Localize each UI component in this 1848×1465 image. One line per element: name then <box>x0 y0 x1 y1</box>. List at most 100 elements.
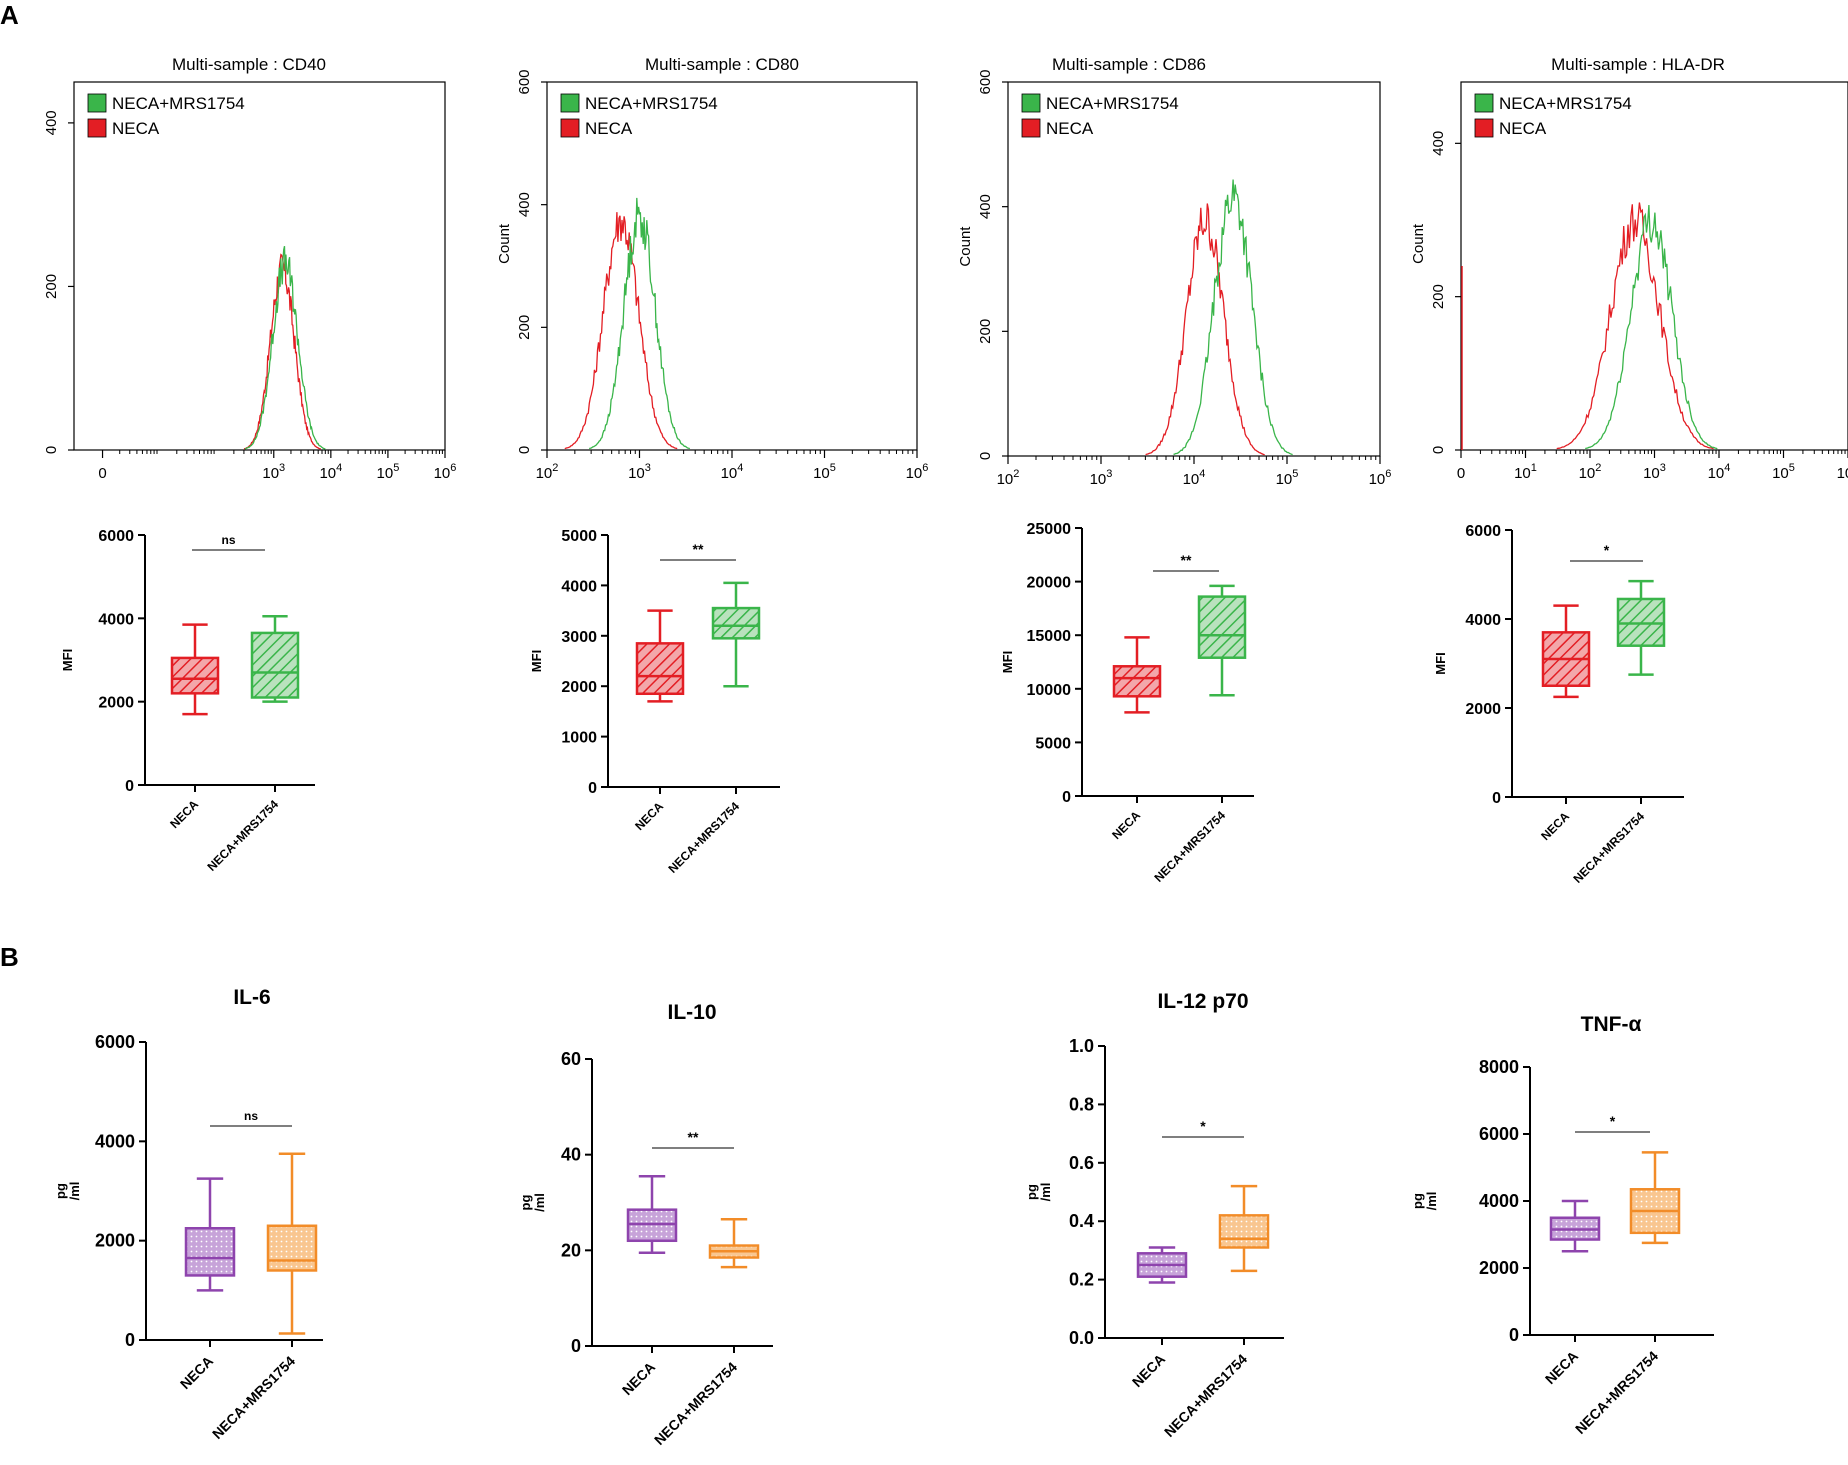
y-tick-label: 5000 <box>1035 735 1071 752</box>
box-neca-mrs1754 <box>1616 579 1666 676</box>
y-axis-label: MFI <box>1433 652 1448 674</box>
y-tick-label: 6000 <box>1465 523 1501 540</box>
y-tick-label: 3000 <box>561 629 597 646</box>
significance-label: ** <box>693 541 704 557</box>
histogram-trace-neca-mrs1754 <box>244 246 326 450</box>
y-tick-label: 0 <box>1492 790 1501 807</box>
y-axis-label: pg <box>1024 1184 1039 1200</box>
histogram-title: Multi-sample : CD86 <box>1052 55 1206 74</box>
x-tick-label: 0 <box>98 465 106 482</box>
box-neca <box>1541 604 1591 699</box>
y-tick-label: 0 <box>516 446 533 454</box>
y-axis-label: MFI <box>1000 651 1015 673</box>
legend-swatch <box>560 118 580 138</box>
category-label: NECA+MRS1754 <box>665 799 742 876</box>
box-iqr <box>635 642 685 696</box>
box-neca <box>170 623 220 716</box>
y-tick-label: 20 <box>561 1240 581 1260</box>
legend-label: NECA+MRS1754 <box>1499 94 1632 113</box>
y-tick-label: 6000 <box>95 1032 135 1052</box>
box-iqr <box>170 656 220 695</box>
box-neca-mrs1754 <box>1218 1184 1270 1273</box>
histogram-title: Multi-sample : HLA-DR <box>1551 55 1725 74</box>
significance-label: * <box>1604 542 1610 558</box>
box-neca <box>184 1177 236 1292</box>
chart-title: IL-6 <box>233 986 270 1009</box>
category-label: NECA <box>1109 808 1143 842</box>
x-tick-label: 103 <box>262 462 285 482</box>
box-neca <box>635 609 685 703</box>
y-tick-label: 200 <box>977 319 994 344</box>
histogram-2: Multi-sample : CD86 0 200 400 600 Count 102 103… <box>957 55 1391 488</box>
x-tick-label: 102 <box>1579 462 1602 482</box>
legend-label: NECA <box>1046 119 1094 138</box>
box-iqr <box>711 606 761 640</box>
y-tick-label: 400 <box>43 110 60 135</box>
boxplot-1: 0 1000 2000 3000 4000 5000 MFI NECA NECA+MRS1754… <box>529 528 780 876</box>
significance-label: ns <box>244 1109 258 1123</box>
y-tick-label: 400 <box>977 194 994 219</box>
category-label: NECA <box>167 797 201 831</box>
boxplot-6: 0.0 0.2 0.4 0.6 0.8 1.0 pg/ml IL-12 p70 NECANECA… <box>1024 990 1284 1440</box>
y-axis-label: MFI <box>529 650 544 672</box>
y-axis-label: pg <box>53 1183 68 1199</box>
category-label: NECA <box>1538 809 1572 843</box>
histogram-trace-neca-mrs1754 <box>1173 179 1293 456</box>
significance-label: ** <box>1181 552 1192 568</box>
x-tick-label: 104 <box>721 462 744 482</box>
y-tick-label: 2000 <box>98 695 134 712</box>
category-label: NECA <box>1542 1348 1581 1387</box>
legend-label: NECA <box>112 119 160 138</box>
category-label: NECA+MRS1754 <box>1572 1348 1661 1437</box>
significance-label: ns <box>221 533 235 547</box>
x-tick-label: 106 <box>434 462 457 482</box>
histogram-trace-neca <box>243 253 321 450</box>
y-tick-label: 25000 <box>1027 521 1072 538</box>
y-tick-label: 0 <box>588 780 597 797</box>
y-tick-label: 5000 <box>561 528 597 545</box>
y-tick-label: 400 <box>1430 131 1447 156</box>
legend-label: NECA <box>1499 119 1547 138</box>
x-tick-label: 105 <box>377 462 400 482</box>
box-iqr <box>250 631 300 699</box>
y-tick-label: 0 <box>125 1330 135 1350</box>
boxplot-0: 0 2000 4000 6000 MFI NECA NECA+MRS1754 ns <box>60 528 315 874</box>
y-tick-label: 4000 <box>1465 612 1501 629</box>
y-tick-label: 0 <box>977 452 994 460</box>
category-label: NECA+MRS1754 <box>651 1359 740 1448</box>
category-label: NECA <box>1129 1351 1168 1390</box>
box-neca <box>626 1174 678 1254</box>
legend-swatch <box>1474 93 1494 113</box>
box-neca <box>1112 636 1162 714</box>
histogram-3: Multi-sample : HLA-DR 0 200 400 Count 0 101 102… <box>1410 55 1848 482</box>
y-tick-label: 0 <box>1430 446 1447 454</box>
box-neca-mrs1754 <box>266 1152 318 1335</box>
x-tick-label: 0 <box>1457 465 1465 482</box>
y-tick-label: 0 <box>1509 1325 1519 1345</box>
histogram-trace-neca <box>1556 202 1714 450</box>
y-tick-label: 1.0 <box>1069 1036 1094 1056</box>
histogram-title: Multi-sample : CD80 <box>645 55 799 74</box>
legend-swatch <box>560 93 580 113</box>
panel-label-b: B <box>0 942 19 972</box>
x-tick-label: 101 <box>1514 462 1537 482</box>
y-tick-label: 0.8 <box>1069 1094 1094 1114</box>
y-tick-label: 15000 <box>1027 628 1072 645</box>
legend-label: NECA+MRS1754 <box>112 94 245 113</box>
x-tick-label: 106 <box>1837 462 1848 482</box>
y-tick-label: 40 <box>561 1145 581 1165</box>
x-tick-label: 105 <box>813 462 836 482</box>
boxplot-7: 0 2000 4000 6000 8000 pg/ml TNF-α NECANECA+MRS1… <box>1410 1013 1714 1437</box>
box-neca-mrs1754 <box>711 581 761 688</box>
y-axis-label: /ml <box>1038 1183 1053 1202</box>
box-neca-mrs1754 <box>1629 1151 1681 1245</box>
x-tick-label: 106 <box>906 462 929 482</box>
histogram-trace-neca <box>564 212 678 450</box>
histogram-1: Multi-sample : CD80 0 200 400 600 Count 102 103… <box>496 55 928 482</box>
legend-swatch <box>87 118 107 138</box>
y-tick-label: 0 <box>43 446 60 454</box>
category-label: NECA <box>619 1359 658 1398</box>
x-tick-label: 106 <box>1369 468 1392 488</box>
legend-swatch <box>1021 118 1041 138</box>
